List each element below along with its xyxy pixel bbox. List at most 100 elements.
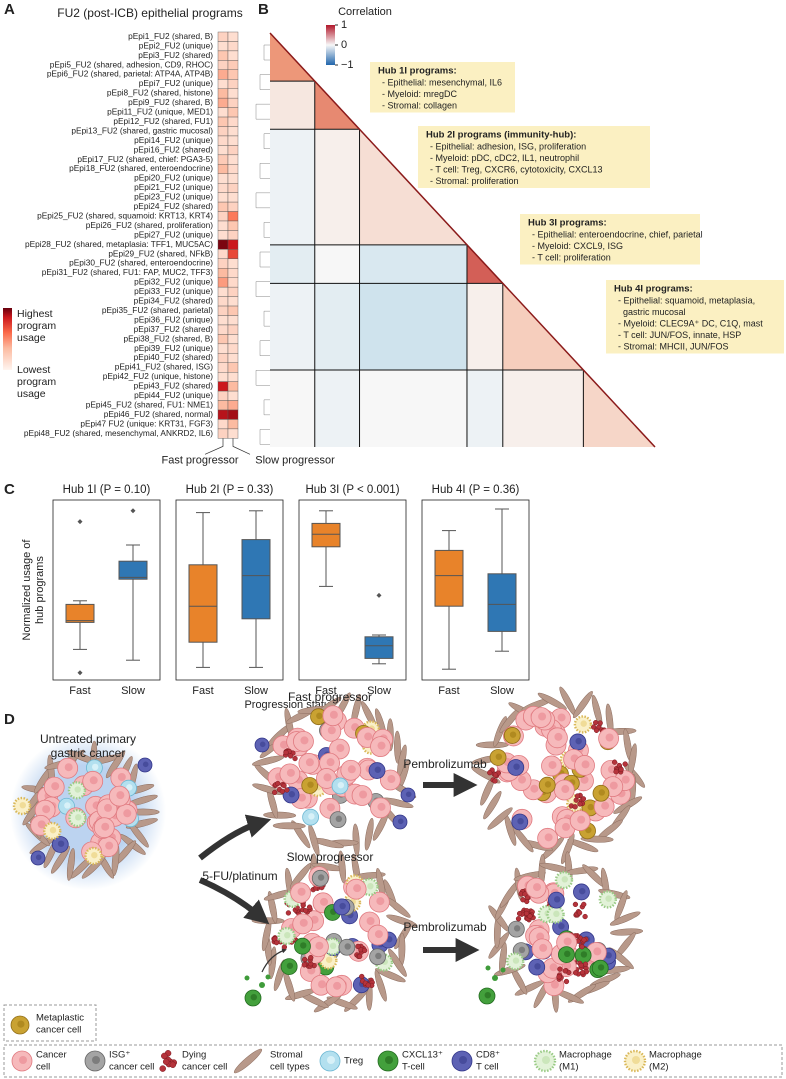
nucleus	[126, 784, 133, 791]
dying-cell	[573, 970, 579, 976]
dying-cell	[169, 1061, 177, 1069]
label-line: cancer cell	[182, 1062, 227, 1073]
dying-cell	[301, 962, 307, 968]
dying-cell	[359, 973, 365, 980]
nucleus	[512, 957, 520, 964]
nucleus	[609, 781, 618, 790]
heat-cell	[227, 362, 239, 373]
nucleus	[561, 876, 568, 883]
nucleus	[549, 963, 558, 972]
heat-cell	[227, 277, 239, 288]
dying-cell	[279, 788, 285, 794]
nucleus	[105, 841, 114, 850]
row-label: pEpi28_FU2 (shared, metaplasia: TFF1, MU…	[25, 239, 213, 249]
nucleus	[377, 741, 386, 750]
nucleus	[533, 883, 542, 892]
stromal-cell	[394, 730, 401, 764]
dying-cell	[562, 968, 568, 974]
row-label: pEpi1_FU2 (shared, B)	[128, 31, 213, 41]
dying-cell	[302, 956, 308, 963]
bracket	[204, 438, 224, 455]
heat-cell	[217, 135, 229, 146]
heat-cell	[227, 381, 239, 392]
nucleus	[542, 1056, 550, 1064]
row-label: pEpi29_FU2 (shared, NFkB)	[108, 248, 213, 258]
nucleus	[91, 851, 98, 859]
heat-cell	[217, 88, 229, 99]
nucleus	[518, 946, 526, 954]
label-line: usage	[17, 388, 46, 400]
nucleus	[513, 763, 520, 770]
heatmap-title: FU2 (post-ICB) epithelial programs	[57, 6, 242, 20]
heat-cell	[227, 154, 239, 165]
row-label: pEpi5_FU2 (shared, adhesion, CD9, RHOC)	[50, 59, 213, 69]
dying-cell	[576, 910, 583, 916]
nucleus	[286, 768, 295, 777]
nucleus	[320, 897, 329, 906]
nucleus	[347, 765, 356, 774]
row-label: pEpi6_FU2 (shared, parietal: ATP4A, ATP4…	[47, 69, 213, 79]
heat-cell	[227, 409, 239, 420]
heat-cell	[227, 353, 239, 363]
heat-cell	[217, 324, 229, 335]
heat-cell	[227, 419, 239, 430]
chemokine	[259, 982, 265, 988]
heat-cell	[217, 220, 229, 231]
row-label: pEpi16_FU2 (shared)	[134, 144, 214, 154]
label-line: Macrophage	[559, 1050, 612, 1061]
heat-cell	[227, 230, 239, 241]
dendrogram	[259, 251, 270, 268]
label-line: Macrophage	[649, 1050, 702, 1061]
nucleus	[544, 833, 553, 842]
dying-cell	[302, 908, 309, 914]
corr-block	[502, 369, 584, 447]
heat-cell	[227, 268, 239, 278]
row-label: pEpi20_FU2 (unique)	[134, 173, 213, 183]
dying-cell	[162, 1058, 170, 1065]
nucleus	[297, 887, 306, 896]
heat-cell	[227, 201, 239, 212]
plot-frame	[52, 499, 161, 681]
nucleus	[364, 732, 373, 741]
row-label: pEpi48_FU2 (shared, mesenchymal, ANKRD2,…	[24, 428, 213, 438]
box-title: Hub 2I (P = 0.33)	[186, 484, 274, 496]
nucleus	[64, 763, 73, 772]
drug-label: Pembrolizumab	[403, 920, 487, 934]
colorbar-tick-label: 1	[341, 19, 347, 31]
dendrogram	[263, 399, 270, 416]
label-line: cell	[36, 1062, 50, 1073]
dying-cell	[492, 778, 498, 784]
dendrogram	[259, 340, 270, 356]
nucleus	[593, 947, 602, 956]
dying-cell	[287, 753, 294, 759]
nucleus	[35, 854, 42, 861]
nucleus	[316, 712, 323, 720]
nucleus	[377, 802, 386, 811]
row-label: pEpi38_FU2 (shared, B)	[124, 333, 214, 343]
row-label: pEpi37_FU2 (shared)	[134, 324, 214, 334]
x-tick-label: Fast	[315, 685, 336, 697]
hub-line: - Stromal: proliferation	[430, 176, 519, 186]
dying-cell	[593, 727, 600, 733]
heat-cell	[217, 296, 229, 307]
row-label: pEpi8_FU2 (shared, histone)	[107, 88, 213, 98]
dying-cell	[159, 1065, 166, 1072]
dendrogram	[255, 281, 270, 297]
stromal-cell	[66, 848, 76, 881]
dying-cell	[611, 759, 618, 765]
dendrogram	[255, 103, 270, 120]
corr-block	[270, 81, 315, 130]
nucleus	[359, 790, 368, 799]
panel-label: B	[258, 1, 269, 18]
nucleus	[385, 1056, 393, 1064]
heat-cell	[217, 126, 229, 137]
dying-cell	[590, 724, 597, 730]
hub-line: - T cell: Treg, CXCR6, cytotoxicity, CXC…	[430, 164, 603, 174]
nucleus	[19, 802, 26, 809]
corr-block	[359, 283, 467, 370]
nucleus	[89, 776, 98, 785]
column-label: Slow progressor	[255, 454, 335, 466]
label-line: Dying	[182, 1050, 206, 1061]
dying-cell	[357, 953, 363, 960]
nucleus	[337, 781, 345, 789]
